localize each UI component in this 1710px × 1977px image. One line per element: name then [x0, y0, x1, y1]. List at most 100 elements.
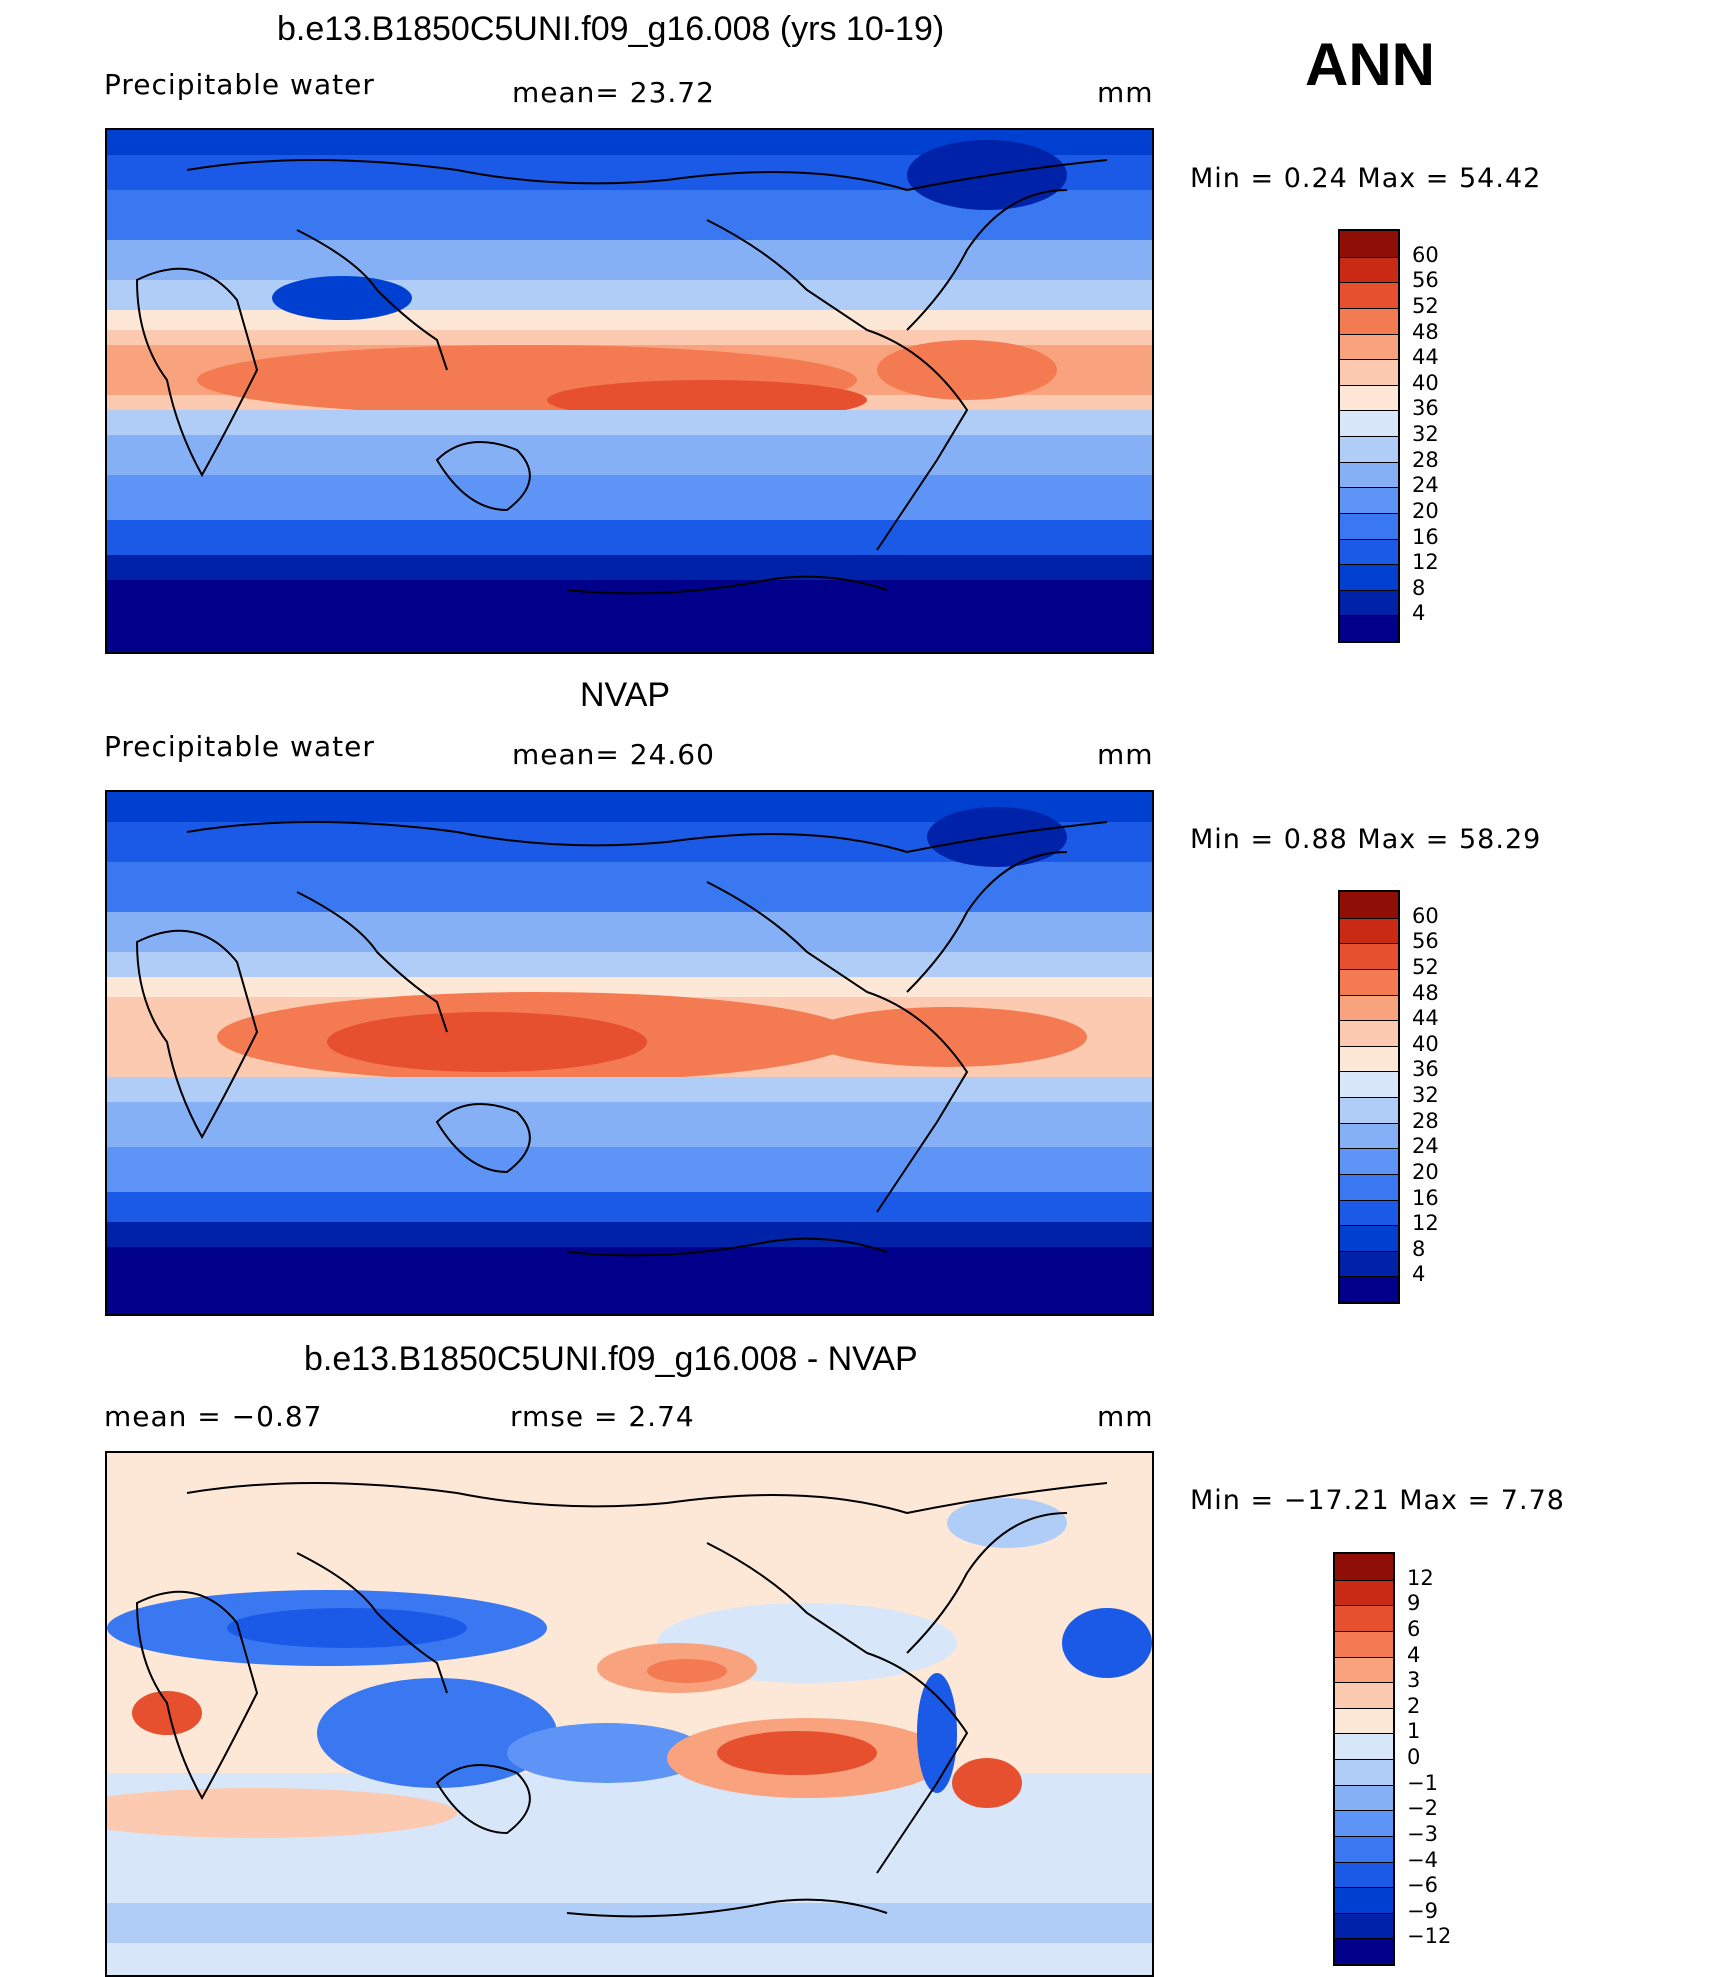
panel3-colorbar-segment: [1335, 1887, 1393, 1913]
panel2-colorbar-tick-label: 28: [1412, 1108, 1439, 1133]
panel3-colorbar-tick-label: −1: [1407, 1770, 1438, 1795]
panel3-units-label: mm: [1097, 1400, 1154, 1433]
panel1-colorbar: [1338, 229, 1400, 643]
panel3-colorbar-tick-label: 0: [1407, 1745, 1421, 1769]
panel3-colorbar-tick-label: 4: [1407, 1642, 1421, 1667]
panel1-colorbar-segment: [1340, 512, 1398, 539]
panel1-colorbar-tick-label: 56: [1412, 268, 1439, 293]
panel3-rmse-label: rmse = 2.74: [510, 1400, 695, 1433]
panel2-colorbar-tick-label: 56: [1412, 929, 1439, 954]
panel2-colorbar-tick-label: 16: [1412, 1185, 1439, 1210]
panel3-colorbar-segment: [1335, 1656, 1393, 1683]
panel1-colorbar-tick-label: 48: [1412, 319, 1439, 344]
panel3-colorbar-tick-label: −3: [1407, 1821, 1438, 1846]
panel1-title: b.e13.B1850C5UNI.f09_g16.008 (yrs 10-19): [277, 10, 945, 48]
panel2-variable-label: Precipitable water: [104, 730, 375, 763]
season-label: ANN: [1305, 31, 1435, 98]
panel1-colorbar-tick-label: 28: [1412, 447, 1439, 472]
panel1-colorbar-segment: [1340, 333, 1398, 360]
panel2-colorbar-segment: [1340, 968, 1398, 995]
panel1-colorbar-segment: [1340, 384, 1398, 411]
panel2-colorbar-segment: [1340, 1250, 1398, 1277]
panel3-colorbar-segment: [1335, 1630, 1393, 1657]
panel1-map: [105, 128, 1154, 654]
panel3-colorbar: [1333, 1552, 1395, 1966]
panel2-units-label: mm: [1097, 738, 1154, 771]
panel1-colorbar-tick-label: 20: [1412, 498, 1439, 523]
panel1-colorbar-segment: [1340, 359, 1398, 385]
panel3-colorbar-segment: [1335, 1733, 1393, 1759]
panel3-colorbar-tick-label: 12: [1407, 1565, 1434, 1590]
panel2-title: NVAP: [580, 676, 671, 714]
panel2-colorbar: [1338, 890, 1400, 1304]
panel3-colorbar-segment: [1335, 1784, 1393, 1811]
panel1-variable-label: Precipitable water: [104, 68, 375, 101]
panel3-colorbar-segment: [1335, 1861, 1393, 1888]
panel1-colorbar-tick-label: 8: [1412, 575, 1426, 600]
panel2-colorbar-tick-label: 44: [1412, 1006, 1439, 1031]
panel1-colorbar-tick-label: 52: [1412, 293, 1439, 318]
panel1-colorbar-tick-label: 12: [1412, 550, 1439, 575]
panel3-colorbar-segment: [1335, 1605, 1393, 1631]
panel1-colorbar-tick-label: 60: [1412, 242, 1439, 267]
panel3-map: [105, 1451, 1154, 1977]
panel2-colorbar-segment: [1340, 1020, 1398, 1046]
panel2-colorbar-segment: [1340, 1173, 1398, 1200]
panel3-colorbar-segment: [1335, 1554, 1393, 1580]
panel3-colorbar-segment: [1335, 1759, 1393, 1785]
panel1-colorbar-tick-label: 44: [1412, 345, 1439, 370]
panel1-colorbar-segment: [1340, 615, 1398, 641]
panel3-colorbar-tick-label: −2: [1407, 1796, 1438, 1821]
panel2-colorbar-segment: [1340, 943, 1398, 969]
panel2-colorbar-tick-label: 24: [1412, 1134, 1439, 1159]
panel2-colorbar-tick-label: 20: [1412, 1159, 1439, 1184]
panel2-map: [105, 790, 1154, 1316]
panel2-colorbar-segment: [1340, 1199, 1398, 1226]
panel3-colorbar-segment: [1335, 1835, 1393, 1862]
panel3-title: b.e13.B1850C5UNI.f09_g16.008 - NVAP: [304, 1340, 918, 1378]
panel1-colorbar-tick-label: 4: [1412, 601, 1426, 626]
panel1-units-label: mm: [1097, 76, 1154, 109]
panel1-colorbar-tick-label: 32: [1412, 422, 1439, 446]
panel3-colorbar-segment: [1335, 1579, 1393, 1606]
panel3-colorbar-tick-label: −12: [1407, 1924, 1452, 1949]
panel2-colorbar-tick-label: 52: [1412, 954, 1439, 979]
panel1-colorbar-segment: [1340, 461, 1398, 488]
panel2-colorbar-segment: [1340, 1045, 1398, 1072]
panel1-colorbar-segment: [1340, 307, 1398, 334]
panel3-colorbar-tick-label: −4: [1407, 1847, 1438, 1872]
panel1-colorbar-segment: [1340, 538, 1398, 565]
panel1-colorbar-segment: [1340, 564, 1398, 590]
panel2-colorbar-tick-label: 40: [1412, 1031, 1439, 1056]
panel3-colorbar-tick-label: −9: [1407, 1898, 1438, 1923]
panel3-colorbar-tick-label: 6: [1407, 1616, 1421, 1641]
panel1-colorbar-segment: [1340, 589, 1398, 616]
panel1-mean-label: mean= 23.72: [512, 76, 715, 109]
panel2-colorbar-segment: [1340, 1148, 1398, 1174]
panel2-colorbar-segment: [1340, 1097, 1398, 1123]
panel1-colorbar-segment: [1340, 487, 1398, 513]
panel1-colorbar-segment: [1340, 436, 1398, 462]
panel2-colorbar-segment: [1340, 892, 1398, 918]
panel2-colorbar-tick-label: 60: [1412, 903, 1439, 928]
panel3-colorbar-tick-label: 3: [1407, 1668, 1421, 1693]
panel2-colorbar-tick-label: 12: [1412, 1211, 1439, 1236]
panel1-colorbar-tick-label: 24: [1412, 473, 1439, 498]
panel3-map-plot: [107, 1453, 1152, 1975]
panel2-colorbar-tick-label: 8: [1412, 1236, 1426, 1261]
panel2-minmax: Min = 0.88 Max = 58.29: [1190, 824, 1542, 855]
panel3-colorbar-segment: [1335, 1810, 1393, 1836]
panel2-colorbar-segment: [1340, 994, 1398, 1021]
panel1-colorbar-segment: [1340, 282, 1398, 308]
panel3-colorbar-tick-label: 1: [1407, 1719, 1421, 1744]
panel3-mean-label: mean = −0.87: [104, 1400, 323, 1433]
panel3-colorbar-segment: [1335, 1912, 1393, 1939]
panel2-colorbar-segment: [1340, 1122, 1398, 1149]
panel3-colorbar-tick-label: 9: [1407, 1591, 1421, 1616]
panel1-colorbar-segment: [1340, 256, 1398, 283]
panel1-colorbar-segment: [1340, 231, 1398, 257]
panel2-colorbar-tick-label: 32: [1412, 1083, 1439, 1107]
panel2-colorbar-segment: [1340, 1225, 1398, 1251]
panel3-minmax: Min = −17.21 Max = 7.78: [1190, 1485, 1565, 1516]
panel3-colorbar-segment: [1335, 1707, 1393, 1734]
